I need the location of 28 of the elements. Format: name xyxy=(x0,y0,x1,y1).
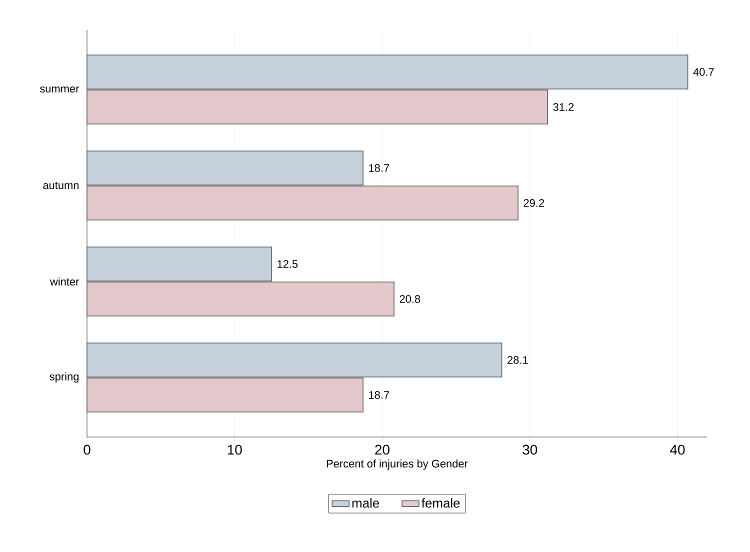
data-label: 31.2 xyxy=(553,103,574,111)
y-tick-label: spring xyxy=(50,372,79,383)
bar xyxy=(86,186,518,220)
data-label: 40.7 xyxy=(693,68,714,76)
legend-label: female xyxy=(422,498,460,508)
x-axis-title: Percent of injuries by Gender xyxy=(326,459,468,470)
bar xyxy=(86,378,364,412)
x-tick-label: 30 xyxy=(522,444,538,455)
data-label: 18.7 xyxy=(369,391,390,399)
bar xyxy=(86,282,394,316)
data-label: 20.8 xyxy=(400,295,420,303)
x-tick-label: 10 xyxy=(228,444,242,455)
bar xyxy=(86,54,688,90)
data-label: 28.1 xyxy=(508,356,528,364)
data-label: 29.2 xyxy=(524,199,544,207)
bar xyxy=(86,150,364,186)
bar xyxy=(86,342,502,378)
x-tick-label: 20 xyxy=(375,444,390,455)
data-label: 12.5 xyxy=(278,260,298,268)
data-label: 18.7 xyxy=(369,164,390,172)
y-tick-label: winter xyxy=(50,277,80,286)
x-tick-label: 40 xyxy=(670,444,685,455)
bar xyxy=(86,246,272,282)
y-tick-label: autumn xyxy=(43,182,79,190)
x-tick-label: 0 xyxy=(84,444,90,455)
legend-label: male xyxy=(352,498,380,508)
y-tick-label: summer xyxy=(40,86,80,93)
bar xyxy=(86,90,548,124)
